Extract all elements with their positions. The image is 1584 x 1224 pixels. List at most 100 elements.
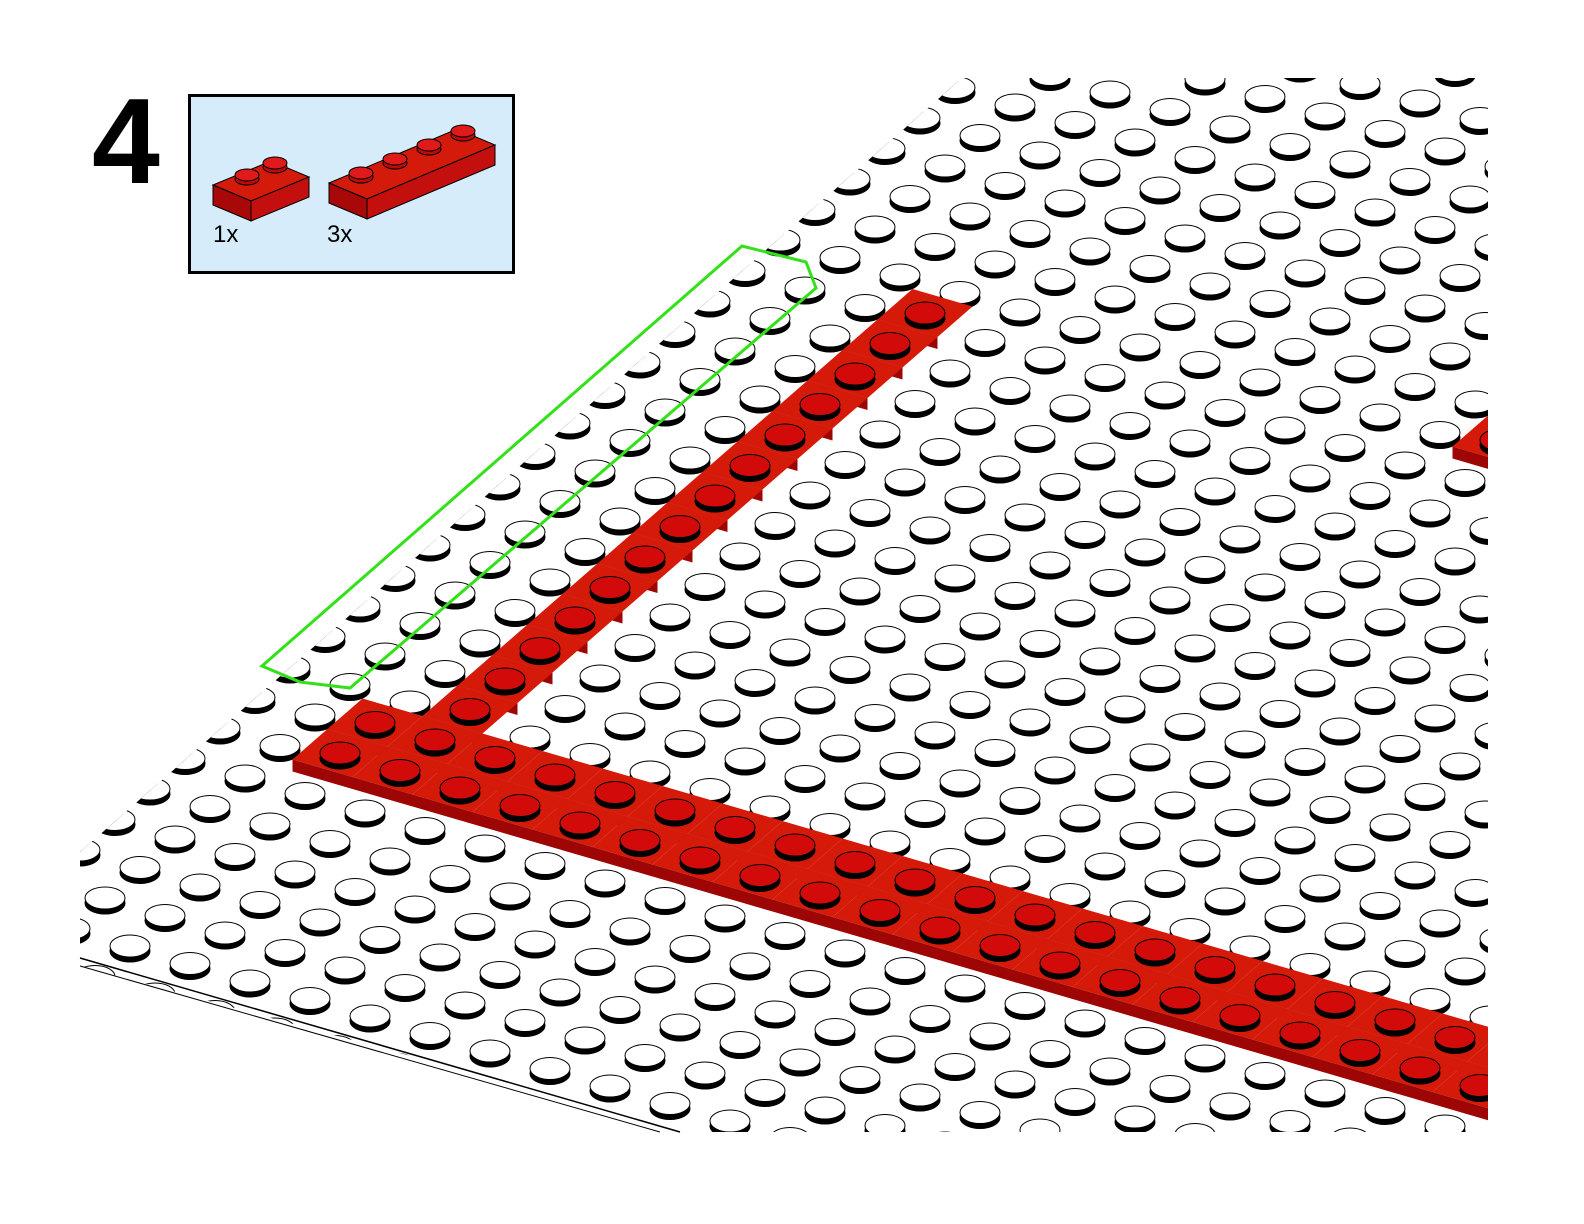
- baseplate-stud: [814, 529, 856, 558]
- baseplate-stud: [419, 943, 461, 972]
- baseplate-stud: [769, 150, 811, 178]
- baseplate-stud: [1295, 1159, 1335, 1186]
- baseplate-stud: [1324, 922, 1366, 951]
- baseplate-stud: [1309, 307, 1351, 336]
- baseplate-stud: [209, 1126, 251, 1132]
- baseplate-stud: [1184, 556, 1226, 584]
- red-plate-tile: [1553, 1097, 1584, 1145]
- baseplate-stud: [1464, 312, 1488, 340]
- baseplate-stud: [1089, 569, 1131, 597]
- baseplate-stud: [209, 638, 251, 666]
- baseplate-stud: [20, 665, 60, 692]
- baseplate-stud: [369, 359, 411, 387]
- baseplate-stud: [1259, 700, 1301, 728]
- new-plates-highlight: [259, 244, 818, 690]
- baseplate-stud: [259, 734, 301, 762]
- baseplate-stud: [154, 825, 196, 854]
- baseplate-stud: [109, 446, 151, 474]
- baseplate-stud: [1024, 346, 1066, 375]
- red-plate-stud: [1495, 1044, 1535, 1071]
- baseplate-stud: [1454, 879, 1488, 907]
- baseplate-stud: [694, 983, 736, 1011]
- red-plate-stud: [1520, 1092, 1560, 1119]
- plate-1x2-icon: [211, 156, 311, 222]
- baseplate-stud: [1129, 255, 1171, 283]
- baseplate-stud: [1139, 665, 1181, 693]
- red-plate-tile: [1452, 416, 1488, 464]
- baseplate-stud: [284, 293, 326, 322]
- baseplate-stud: [1289, 464, 1331, 493]
- baseplate-stud: [514, 442, 556, 470]
- baseplate-stud: [999, 787, 1041, 815]
- baseplate-stud: [789, 481, 831, 510]
- baseplate-stud: [969, 534, 1011, 562]
- baseplate-stud: [1234, 163, 1276, 192]
- baseplate-stud: [1495, 566, 1535, 593]
- baseplate-stud: [384, 485, 426, 514]
- baseplate-stud: [1319, 229, 1361, 257]
- baseplate-stud: [1164, 713, 1206, 741]
- baseplate-stud: [539, 978, 581, 1007]
- baseplate-stud: [704, 904, 746, 933]
- baseplate-stud: [1474, 722, 1488, 750]
- baseplate-stud: [819, 734, 861, 763]
- baseplate-stud: [1114, 617, 1156, 645]
- baseplate-stud: [1014, 425, 1056, 453]
- baseplate-stud: [1169, 918, 1211, 946]
- baseplate-stud: [1034, 268, 1076, 296]
- baseplate-stud: [449, 219, 491, 248]
- baseplate-stud: [1334, 355, 1376, 384]
- baseplate-stud: [544, 206, 586, 235]
- baseplate-stud: [179, 873, 221, 902]
- baseplate-stud: [1054, 1088, 1096, 1116]
- baseplate-stud: [399, 123, 441, 152]
- baseplate-edge-inner: [79, 965, 661, 1133]
- baseplate-stud: [1174, 146, 1216, 174]
- baseplate-stud: [94, 808, 136, 836]
- red-plate-side: [352, 777, 413, 807]
- baseplate-stud: [899, 595, 941, 623]
- baseplate-stud: [1454, 390, 1488, 419]
- baseplate-stud: [454, 424, 496, 453]
- baseplate-stud: [624, 1044, 666, 1072]
- baseplate-stud: [619, 350, 661, 379]
- red-plate-stud: [1219, 1004, 1261, 1032]
- baseplate-stud: [1229, 447, 1271, 475]
- baseplate-stud: [1044, 678, 1086, 706]
- baseplate-stud: [1174, 634, 1216, 663]
- baseplate-stud: [519, 158, 561, 187]
- baseplate-stud: [1064, 1009, 1106, 1038]
- red-plate-side: [1012, 969, 1073, 999]
- red-plate-side: [1452, 446, 1488, 476]
- baseplate-stud: [239, 891, 281, 919]
- baseplate-stud: [494, 110, 536, 139]
- baseplate-stud: [314, 1035, 356, 1063]
- baseplate-stud: [529, 568, 571, 597]
- baseplate-stud: [1304, 1079, 1346, 1108]
- baseplate-stud: [814, 1018, 856, 1046]
- baseplate-stud: [909, 1005, 951, 1033]
- baseplate-stud: [1054, 599, 1096, 628]
- baseplate-stud: [1424, 1114, 1466, 1132]
- baseplate-stud: [649, 1092, 691, 1120]
- baseplate-stud: [1279, 543, 1321, 571]
- baseplate-stud: [614, 145, 656, 174]
- red-plate-stud: [1254, 973, 1296, 1002]
- baseplate-stud: [889, 673, 931, 702]
- red-plate-stud: [954, 886, 996, 914]
- baseplate-stud: [80, 681, 121, 710]
- baseplate-stud: [709, 1109, 751, 1132]
- baseplate-stud: [1140, 1154, 1180, 1181]
- baseplate-stud: [1109, 900, 1151, 929]
- baseplate-stud: [849, 987, 891, 1016]
- baseplate-stud: [759, 717, 801, 745]
- baseplate-stud: [889, 185, 931, 213]
- red-plate-stud: [1194, 956, 1236, 984]
- baseplate-stud: [154, 337, 196, 365]
- baseplate-stud: [149, 1109, 191, 1132]
- baseplate-stud: [134, 494, 176, 522]
- baseplate-stud: [1224, 730, 1266, 759]
- baseplate-stud: [374, 1052, 416, 1081]
- baseplate-stud: [839, 1066, 881, 1094]
- red-plate-stud: [319, 741, 361, 770]
